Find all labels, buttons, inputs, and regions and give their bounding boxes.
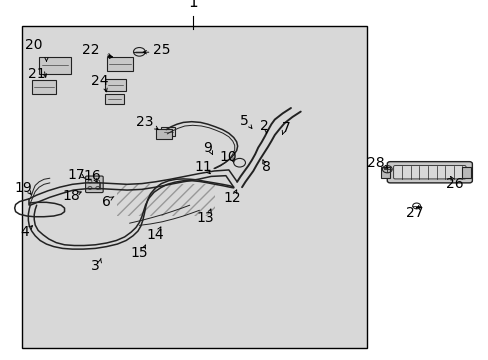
FancyBboxPatch shape [386, 162, 471, 183]
Bar [117, 184, 215, 216]
Bar [22, 26, 366, 348]
Text: 17: 17 [67, 168, 84, 181]
Text: 27: 27 [405, 206, 423, 220]
Text: 4: 4 [20, 225, 29, 239]
Text: 26: 26 [445, 177, 463, 190]
Text: 16: 16 [83, 170, 101, 183]
Text: 3: 3 [91, 260, 100, 273]
Text: 5: 5 [240, 114, 248, 127]
FancyBboxPatch shape [85, 176, 103, 193]
Text: 11: 11 [194, 161, 211, 174]
Text: 28: 28 [366, 156, 384, 170]
Bar [32, 80, 56, 94]
Text: 6: 6 [102, 195, 111, 208]
Text: 22: 22 [81, 43, 99, 57]
Text: 10: 10 [219, 150, 237, 163]
Text: 7: 7 [281, 121, 290, 135]
Bar [105, 79, 125, 91]
Text: 24: 24 [91, 74, 109, 88]
Bar [161, 127, 175, 136]
Text: 12: 12 [223, 191, 241, 205]
Text: 23: 23 [135, 116, 153, 129]
Bar [105, 94, 123, 104]
Bar [106, 57, 133, 71]
Text: 2: 2 [259, 119, 268, 133]
Bar [156, 129, 172, 139]
Text: 18: 18 [62, 189, 80, 203]
Bar [461, 167, 470, 178]
Text: 25: 25 [152, 43, 170, 57]
Text: 14: 14 [146, 228, 164, 242]
FancyBboxPatch shape [393, 166, 465, 179]
Bar [381, 167, 389, 178]
Text: 15: 15 [130, 246, 148, 260]
Text: 13: 13 [196, 211, 214, 225]
Text: 1: 1 [188, 0, 198, 10]
Bar [39, 57, 71, 74]
Text: 9: 9 [203, 141, 212, 155]
Text: 19: 19 [15, 181, 32, 195]
Text: 21: 21 [28, 67, 45, 81]
Text: 8: 8 [262, 161, 270, 174]
Text: 20: 20 [25, 38, 43, 52]
